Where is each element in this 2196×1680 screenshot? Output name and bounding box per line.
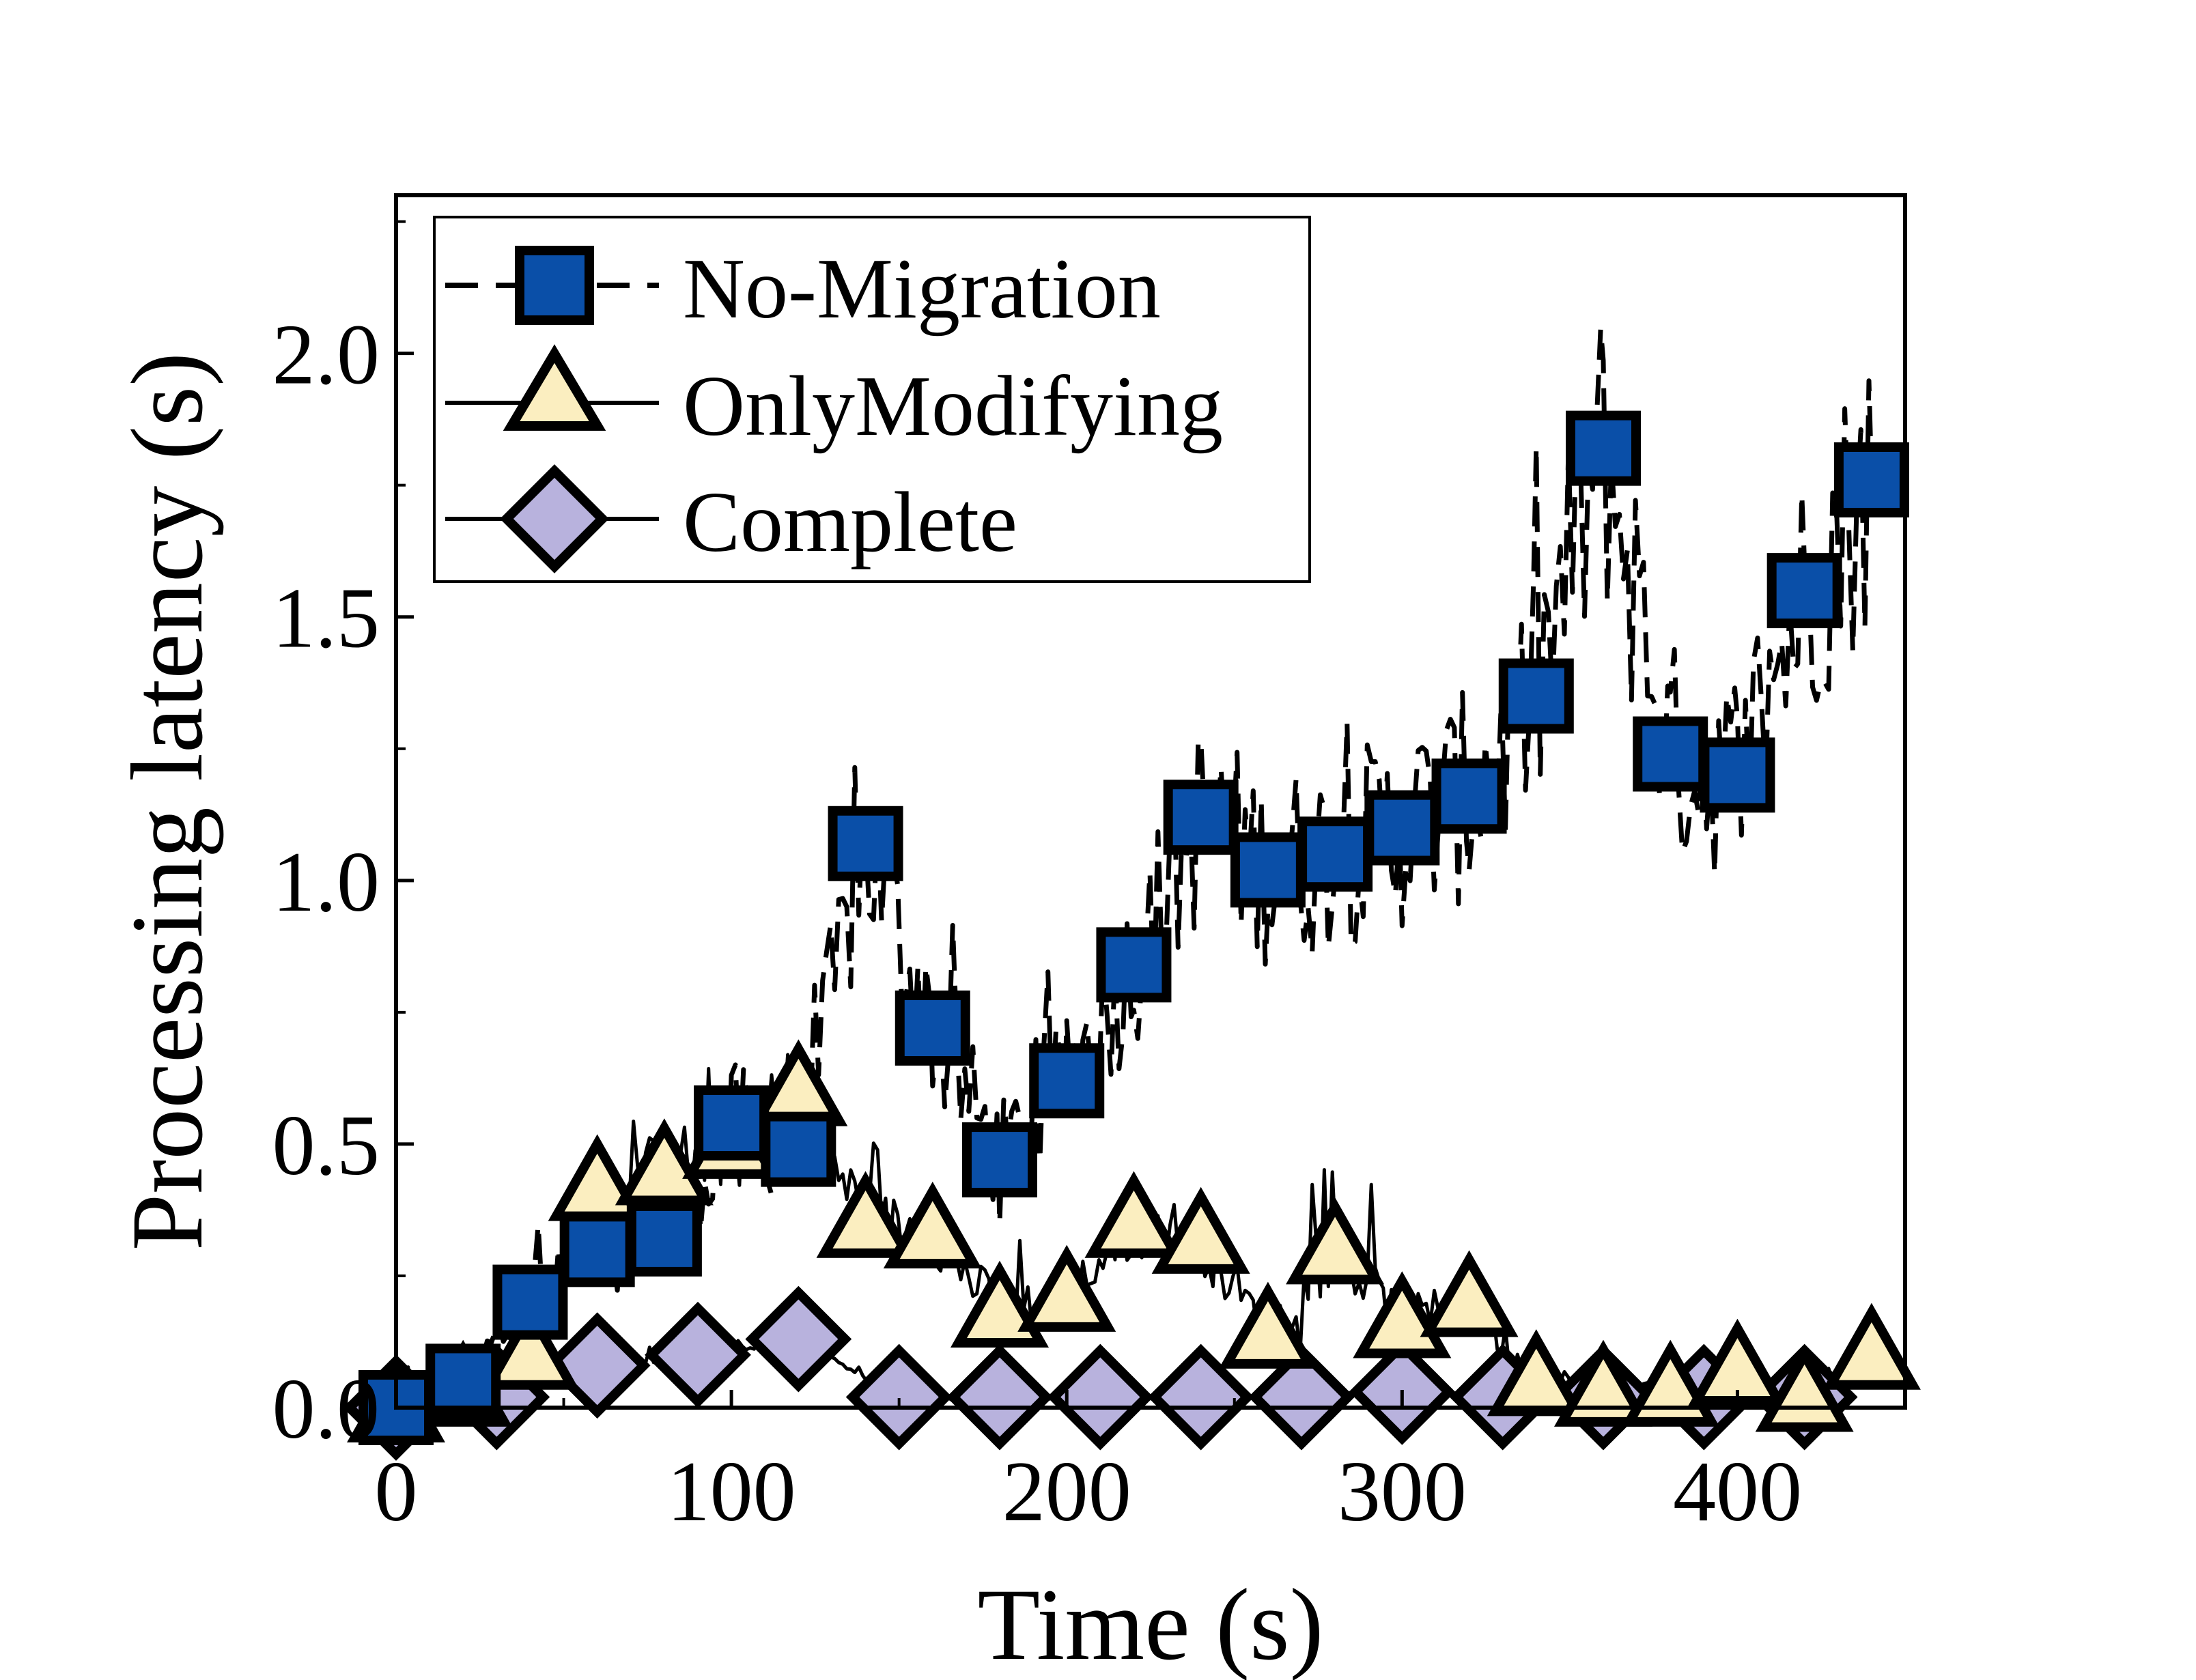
point-no-migration bbox=[1498, 658, 1574, 734]
legend-marker-no-migration bbox=[515, 246, 594, 325]
point-onlymodifying bbox=[1286, 1197, 1385, 1285]
point-no-migration bbox=[1297, 816, 1373, 892]
point-no-migration bbox=[1833, 442, 1909, 517]
x-tick-label: 100 bbox=[667, 1444, 796, 1539]
y-tick-label: 0.5 bbox=[272, 1098, 380, 1193]
legend: No-Migration OnlyModifying Complete bbox=[433, 216, 1311, 583]
marker-layer bbox=[343, 410, 1921, 1461]
axis-layer: 0 100 200 300 400 0.0 0.5 1.0 1.5 2.0 bbox=[272, 220, 1802, 1539]
point-no-migration bbox=[1431, 758, 1507, 834]
legend-label-no-migration: No-Migration bbox=[683, 242, 1161, 337]
point-onlymodifying bbox=[615, 1118, 714, 1206]
point-onlymodifying bbox=[1822, 1302, 1921, 1390]
x-tick-label: 200 bbox=[1002, 1444, 1131, 1539]
y-tick-label: 1.5 bbox=[272, 571, 380, 666]
point-no-migration bbox=[1364, 790, 1440, 866]
point-no-migration bbox=[761, 1111, 836, 1187]
point-onlymodifying bbox=[950, 1260, 1050, 1348]
point-complete bbox=[745, 1285, 852, 1393]
point-onlymodifying bbox=[1017, 1244, 1116, 1332]
point-no-migration bbox=[1163, 780, 1239, 855]
y-tick-label: 2.0 bbox=[272, 308, 380, 403]
point-no-migration bbox=[694, 1085, 770, 1161]
x-tick-label: 0 bbox=[375, 1444, 418, 1539]
point-onlymodifying bbox=[883, 1181, 982, 1269]
legend-label-onlymodifying: OnlyModifying bbox=[683, 359, 1223, 454]
y-tick-label: 1.0 bbox=[272, 835, 380, 930]
y-tick-label: 0.0 bbox=[272, 1362, 380, 1457]
point-onlymodifying bbox=[1553, 1339, 1653, 1427]
legend-marker-onlymodifying bbox=[503, 344, 606, 431]
point-no-migration bbox=[1700, 737, 1775, 813]
point-onlymodifying bbox=[1084, 1171, 1183, 1258]
y-axis-label: Processing latency (s) bbox=[111, 352, 224, 1251]
point-onlymodifying bbox=[816, 1171, 915, 1258]
point-no-migration bbox=[962, 1122, 1037, 1198]
point-onlymodifying bbox=[1487, 1329, 1586, 1416]
point-no-migration bbox=[1766, 553, 1842, 629]
point-onlymodifying bbox=[548, 1134, 647, 1221]
x-tick-label: 300 bbox=[1338, 1444, 1467, 1539]
point-no-migration bbox=[559, 1212, 635, 1287]
point-complete bbox=[845, 1343, 953, 1451]
point-no-migration bbox=[1230, 832, 1306, 908]
point-onlymodifying bbox=[1420, 1250, 1519, 1337]
point-complete bbox=[946, 1343, 1053, 1451]
x-axis-label: Time (s) bbox=[977, 1568, 1323, 1680]
point-complete bbox=[1047, 1343, 1154, 1451]
point-complete bbox=[1248, 1343, 1355, 1451]
x-tick-label: 400 bbox=[1673, 1444, 1802, 1539]
point-no-migration bbox=[1029, 1043, 1105, 1119]
point-no-migration bbox=[1096, 927, 1172, 1003]
point-onlymodifying bbox=[1151, 1186, 1250, 1274]
point-no-migration bbox=[828, 806, 903, 881]
point-complete bbox=[1147, 1343, 1254, 1451]
point-no-migration bbox=[626, 1201, 702, 1277]
point-onlymodifying bbox=[481, 1302, 580, 1390]
legend-label-complete: Complete bbox=[683, 475, 1017, 570]
point-no-migration bbox=[425, 1343, 501, 1419]
point-no-migration bbox=[1633, 716, 1708, 792]
plot-frame bbox=[394, 193, 1907, 1410]
point-no-migration bbox=[895, 991, 970, 1066]
legend-marker-complete bbox=[500, 464, 609, 573]
point-onlymodifying bbox=[1218, 1281, 1317, 1369]
point-no-migration bbox=[1566, 410, 1641, 486]
point-no-migration bbox=[492, 1264, 568, 1340]
point-complete bbox=[645, 1301, 751, 1408]
